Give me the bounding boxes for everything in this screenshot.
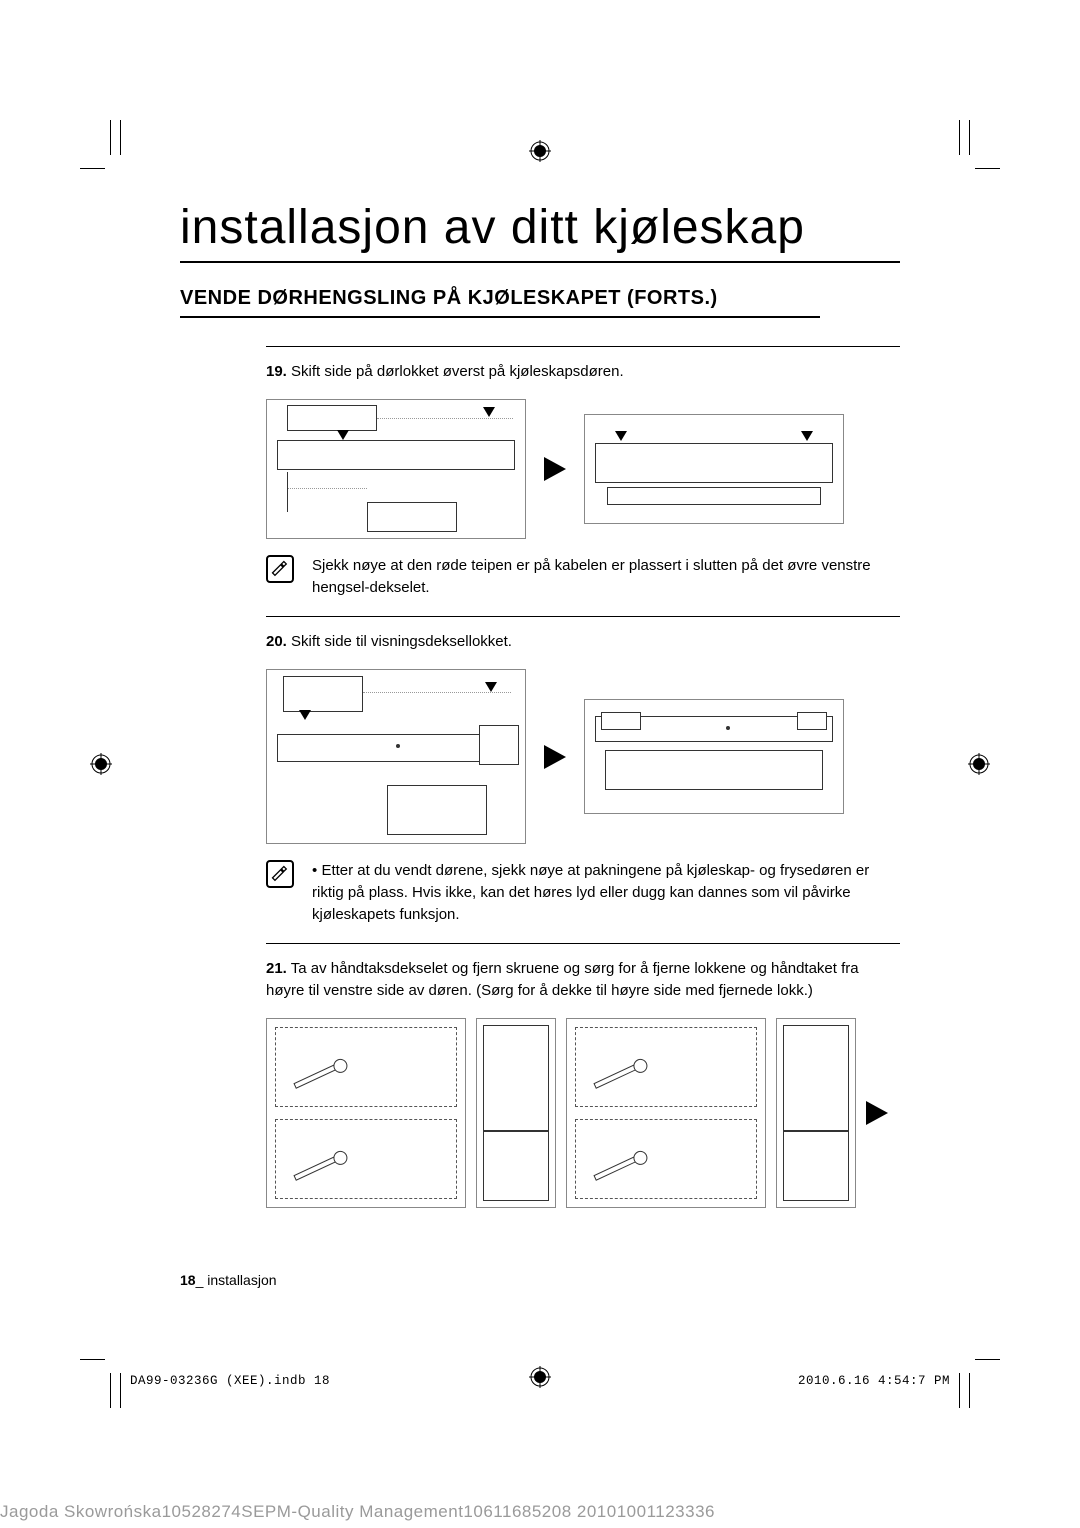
arrow-right-icon <box>544 457 566 481</box>
diagram-display-cover-before <box>266 669 526 844</box>
bullet: • <box>312 862 317 879</box>
page-content: installasjon av ditt kjøleskap VENDE DØR… <box>180 200 900 1278</box>
note: Sjekk nøye at den røde teipen er på kabe… <box>266 555 900 599</box>
page-title: installasjon av ditt kjøleskap <box>180 200 900 263</box>
diagram-row <box>266 399 900 539</box>
diagram-door-cover-after <box>584 414 844 524</box>
note-icon <box>266 860 294 888</box>
step-21: 21. Ta av håndtaksdekselet og fjern skru… <box>266 943 900 1242</box>
print-footer: DA99-03236G (XEE).indb 18 2010.6.16 4:54… <box>130 1374 950 1388</box>
step-body: Ta av håndtaksdekselet og fjern skruene … <box>266 960 859 999</box>
print-footer-right: 2010.6.16 4:54:7 PM <box>798 1374 950 1388</box>
arrow-right-icon <box>544 745 566 769</box>
page-number-value: 18 <box>180 1272 196 1288</box>
step-text: 20. Skift side til visningsdeksellokket. <box>266 631 900 653</box>
step-number: 19. <box>266 363 287 380</box>
arrow-right-icon <box>866 1101 888 1125</box>
page-number-label: _ installasjon <box>196 1272 277 1288</box>
note-text: Sjekk nøye at den røde teipen er på kabe… <box>312 555 900 599</box>
step-20: 20. Skift side til visningsdeksellokket. <box>266 616 900 943</box>
step-number: 21. <box>266 960 287 977</box>
note: • Etter at du vendt dørene, sjekk nøye a… <box>266 860 900 925</box>
diagram-door-cover-before <box>266 399 526 539</box>
step-19: 19. Skift side på dørlokket øverst på kj… <box>266 346 900 616</box>
note-text: • Etter at du vendt dørene, sjekk nøye a… <box>312 860 900 925</box>
watermark: Jagoda Skowrońska10528274SEPM-Quality Ma… <box>0 1502 1080 1522</box>
diagram-display-cover-after <box>584 699 844 814</box>
registration-mark-icon <box>529 140 551 162</box>
step-text: 19. Skift side på dørlokket øverst på kj… <box>266 361 900 383</box>
diagram-handle-detail-left <box>566 1018 766 1208</box>
note-icon <box>266 555 294 583</box>
diagram-row <box>266 1018 900 1208</box>
page-number: 18_ installasjon <box>180 1272 900 1288</box>
note-body: Etter at du vendt dørene, sjekk nøye at … <box>312 862 869 923</box>
step-body: Skift side til visningsdeksellokket. <box>291 633 512 650</box>
print-footer-left: DA99-03236G (XEE).indb 18 <box>130 1374 330 1388</box>
step-text: 21. Ta av håndtaksdekselet og fjern skru… <box>266 958 900 1002</box>
diagram-fridge-right <box>476 1018 556 1208</box>
registration-mark-icon <box>968 753 990 775</box>
registration-mark-icon <box>90 753 112 775</box>
diagram-row <box>266 669 900 844</box>
step-body: Skift side på dørlokket øverst på kjøles… <box>291 363 624 380</box>
diagram-fridge-left <box>776 1018 856 1208</box>
step-number: 20. <box>266 633 287 650</box>
section-heading: VENDE DØRHENGSLING PÅ KJØLESKAPET (FORTS… <box>180 287 820 318</box>
diagram-handle-detail-right <box>266 1018 466 1208</box>
